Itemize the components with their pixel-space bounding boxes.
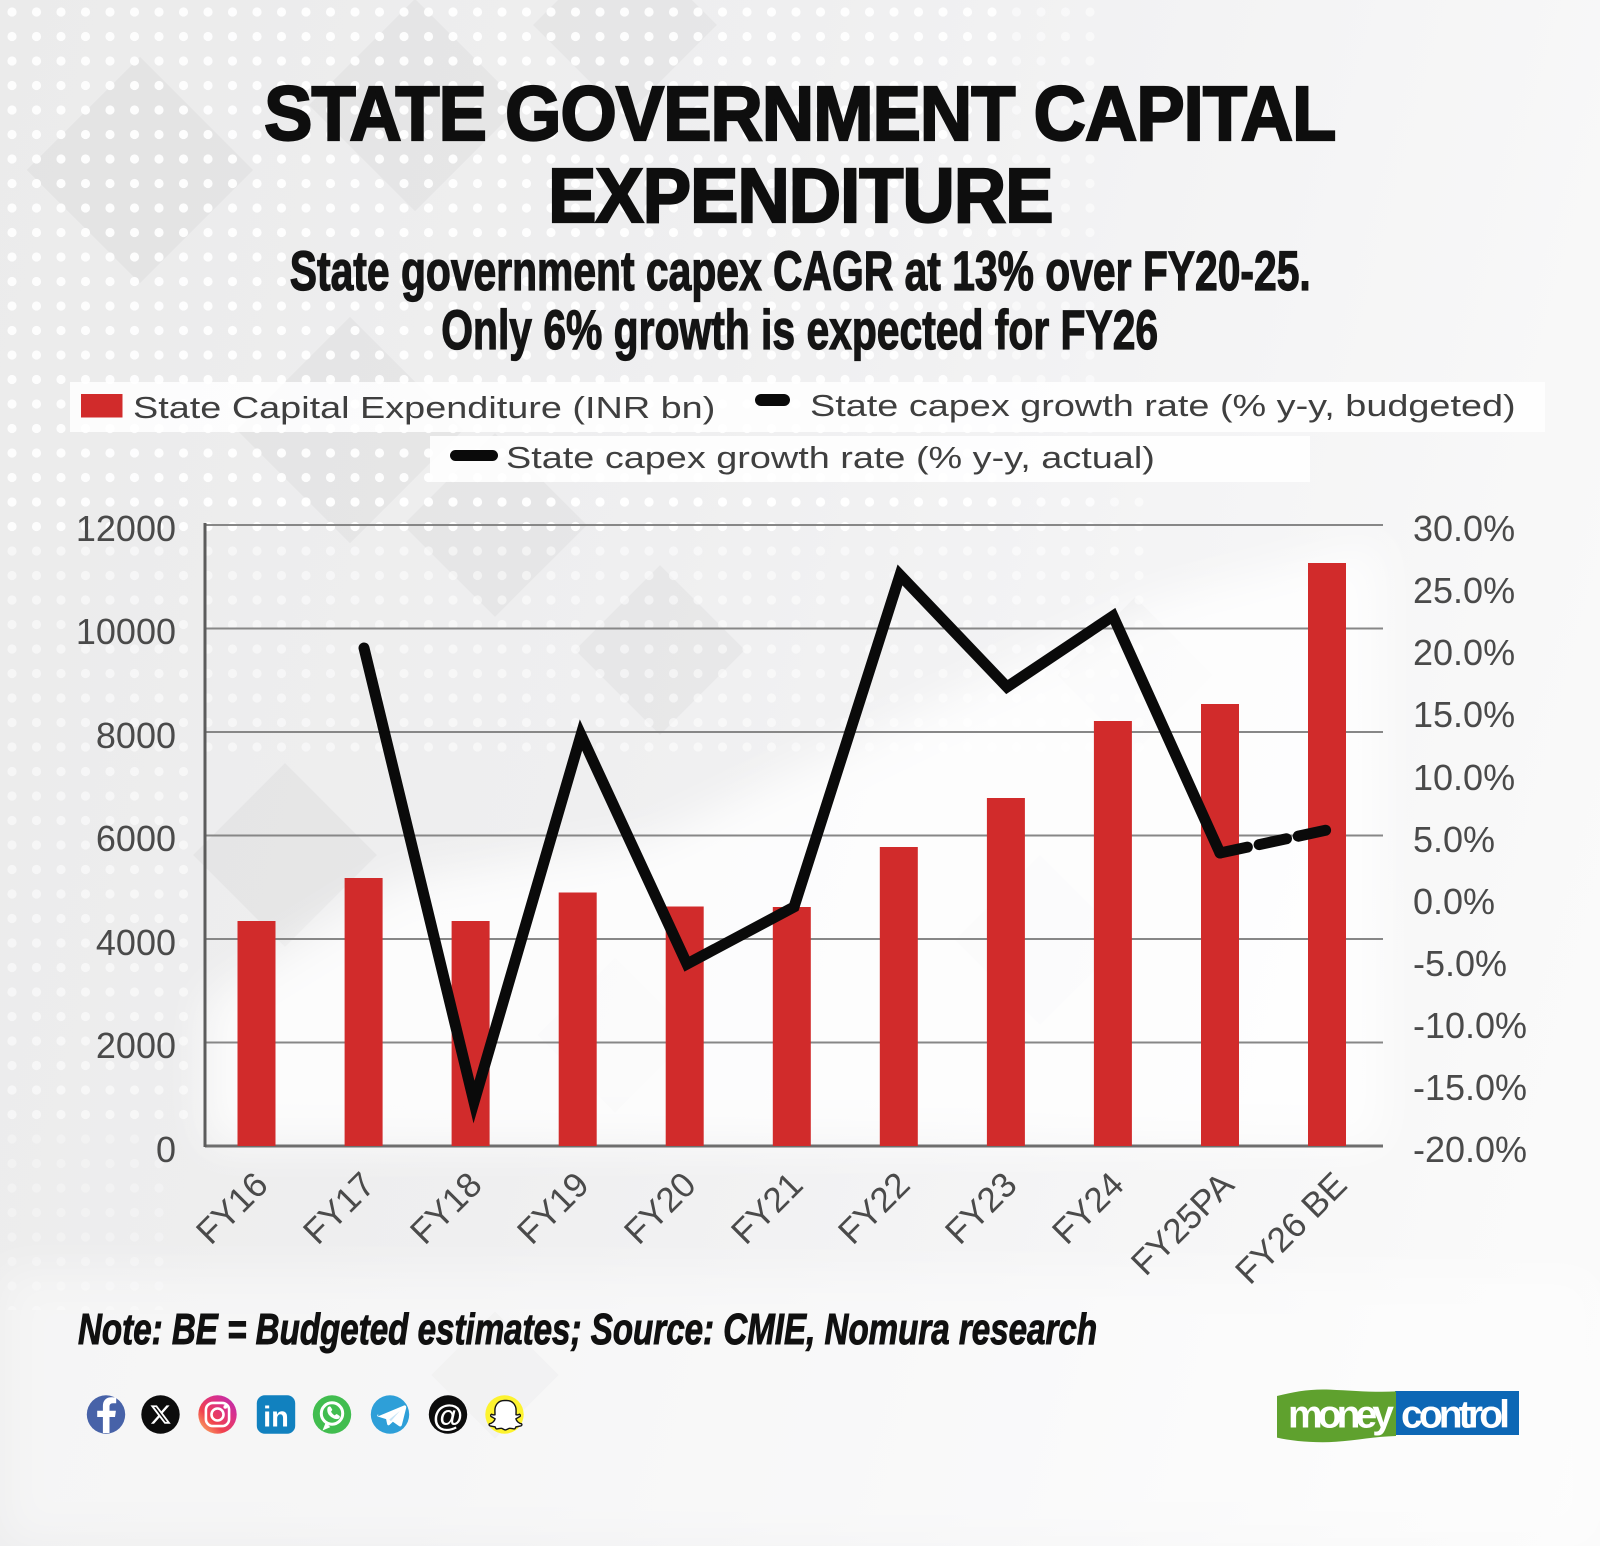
svg-text:@: @ — [433, 1398, 463, 1433]
svg-text:in: in — [263, 1402, 289, 1434]
svg-text:control: control — [1401, 1394, 1510, 1437]
svg-text:money: money — [1288, 1394, 1394, 1437]
